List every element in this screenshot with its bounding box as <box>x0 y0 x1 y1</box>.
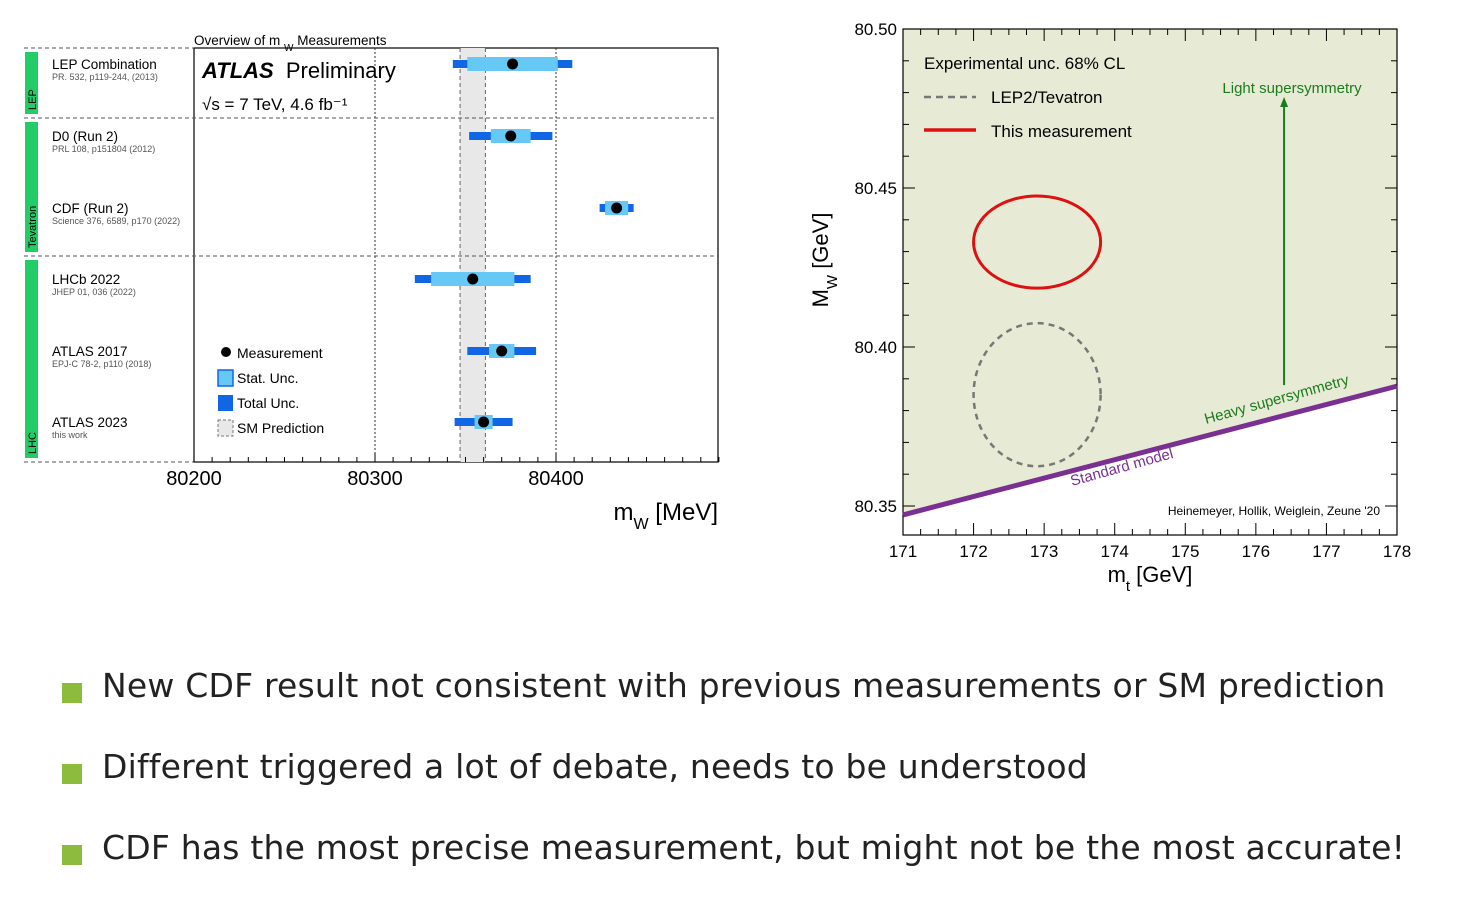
bullet-text: New CDF result not consistent with previ… <box>102 666 1386 705</box>
bullet-text: CDF has the most precise measurement, bu… <box>102 828 1406 867</box>
legend-stat-swatch <box>217 369 234 387</box>
group-label-tevatron: Tevatron <box>27 206 39 248</box>
light-susy-label: Light supersymmetry <box>1222 80 1362 97</box>
group-bar-lep <box>25 52 38 114</box>
x-tick-label: 80200 <box>166 468 222 490</box>
measurement-point <box>611 202 623 214</box>
mw-vs-mt-chart: 171 172 173 174 175 176 177 178 80.35 80.40 80.45 8… <box>808 20 1411 595</box>
group-bar-lhc <box>25 260 38 458</box>
sm-prediction-band <box>460 48 486 462</box>
x-tick-label: 171 <box>889 542 917 561</box>
y-axis-label: MW [GeV] <box>808 213 841 308</box>
bullet-item: CDF has the most precise measurement, bu… <box>62 828 1452 909</box>
legend-sm-label: SM Prediction <box>237 420 324 436</box>
allowed-region <box>903 29 1397 515</box>
x-tick-label: 80400 <box>528 468 584 490</box>
x-tick-label: 174 <box>1101 542 1129 561</box>
y-tick-label: 80.45 <box>854 179 897 198</box>
standard-model-line <box>902 383 1398 518</box>
measurement-reference: JHEP 01, 036 (2022) <box>52 287 136 297</box>
energy-label: √s = 7 TeV, 4.6 fb⁻¹ <box>202 95 348 114</box>
measurement-name: ATLAS 2023 <box>52 415 128 430</box>
legend-total-swatch <box>218 395 233 411</box>
measurement-reference: EPJ-C 78-2, p110 (2018) <box>52 359 151 369</box>
legend-total-label: Total Unc. <box>237 395 299 411</box>
arrow-head-icon <box>1280 96 1289 107</box>
legend-this-label: This measurement <box>991 122 1132 141</box>
x-axis-label-right: mt [GeV] <box>1108 562 1193 595</box>
plot-frame <box>193 47 719 463</box>
experiment-label: ATLAS Preliminary <box>201 58 396 83</box>
bullet-item: New CDF result not consistent with previ… <box>62 666 1452 747</box>
mt-legend: Experimental unc. 68% CL LEP2/Tevatron T… <box>924 54 1132 141</box>
y-tick-label: 80.40 <box>854 338 897 357</box>
legend-sm-swatch <box>217 419 234 437</box>
measurement-name: ATLAS 2017 <box>52 344 128 359</box>
group-label-lep: LEP <box>27 89 39 110</box>
measurement-point <box>505 130 517 142</box>
legend-title: Experimental unc. 68% CL <box>924 54 1125 73</box>
measurement-reference: PR. 532, p119-244, (2013) <box>52 72 158 82</box>
chart-title: Overview of m W Measurements <box>194 33 387 54</box>
x-tick-label: 177 <box>1312 542 1340 561</box>
group-label-lhc: LHC <box>27 432 39 454</box>
x-axis-label: mW [MeV] <box>614 499 718 533</box>
mw-legend: Measurement Stat. Unc. Total Unc. SM Pre… <box>217 345 324 437</box>
x-tick-label: 178 <box>1383 542 1411 561</box>
group-bar-tevatron <box>25 122 38 252</box>
measurement-point <box>496 345 508 357</box>
x-tick-label: 173 <box>1030 542 1058 561</box>
legend-measurement-label: Measurement <box>237 345 323 361</box>
measurement-point <box>478 416 490 428</box>
measurement-reference: this work <box>52 430 88 440</box>
bullet-list: New CDF result not consistent with previ… <box>62 666 1452 909</box>
x-tick-label: 80300 <box>347 468 403 490</box>
x-tick-label: 175 <box>1171 542 1199 561</box>
measurement-name: CDF (Run 2) <box>52 201 129 216</box>
legend-measurement-marker <box>221 347 231 357</box>
bullet-square-icon <box>62 764 82 784</box>
measurement-name: LHCb 2022 <box>52 272 120 287</box>
bullet-text: Different triggered a lot of debate, nee… <box>102 747 1088 786</box>
measurement-point <box>467 273 479 285</box>
measurement-reference: PRL 108, p151804 (2012) <box>52 144 155 154</box>
lep2-tevatron-ellipse <box>972 321 1102 468</box>
x-tick-label: 172 <box>959 542 987 561</box>
legend-lep2-label: LEP2/Tevatron <box>991 88 1103 107</box>
credit-label: Heinemeyer, Hollik, Weiglein, Zeune '20 <box>1168 504 1381 518</box>
bullet-square-icon <box>62 845 82 865</box>
legend-stat-label: Stat. Unc. <box>237 370 298 386</box>
bullet-square-icon <box>62 683 82 703</box>
bullet-item: Different triggered a lot of debate, nee… <box>62 747 1452 828</box>
measurement-reference: Science 376, 6589, p170 (2022) <box>52 216 180 226</box>
y-tick-label: 80.50 <box>854 20 897 39</box>
this-measurement-ellipse <box>972 194 1103 290</box>
y-tick-label: 80.35 <box>854 497 897 516</box>
measurement-point <box>507 58 519 70</box>
measurement-name: LEP Combination <box>52 57 157 72</box>
measurement-name: D0 (Run 2) <box>52 129 118 144</box>
x-tick-label: 176 <box>1242 542 1270 561</box>
